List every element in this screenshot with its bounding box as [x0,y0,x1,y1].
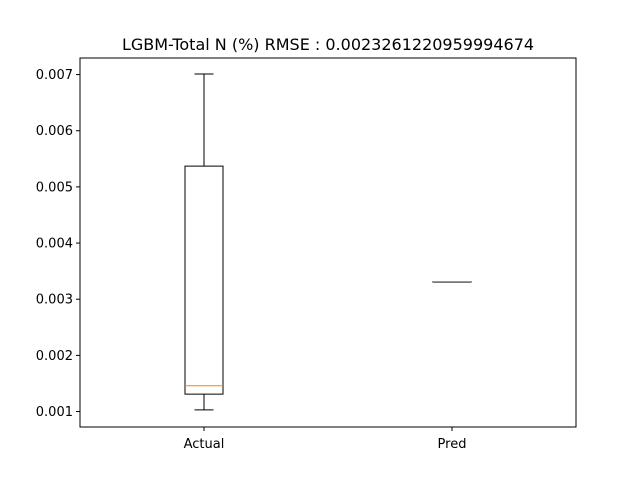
y-tick-label: 0.006 [36,124,73,139]
y-tick-label: 0.004 [36,237,73,252]
y-tick-label: 0.002 [36,349,73,364]
box-body [184,165,224,395]
x-tick-label: Pred [438,437,467,452]
y-tick-label: 0.001 [36,405,73,420]
x-tick-label: Actual [184,437,225,452]
plot-area: 0.001 0.002 0.003 0.004 0.005 0.006 0.007 Actua… [36,68,472,452]
y-tick-label: 0.007 [36,68,73,83]
y-tick-label: 0.003 [36,293,73,308]
y-tick-label: 0.005 [36,180,73,195]
chart-title: LGBM-Total N (%) RMSE : 0.00232612209599… [122,35,534,54]
plot-frame [79,57,577,428]
